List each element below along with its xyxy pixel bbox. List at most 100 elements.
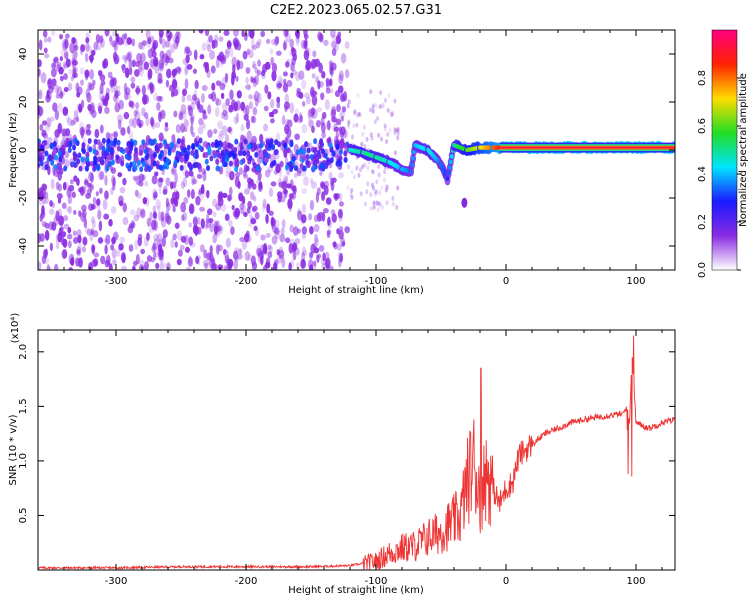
band-cell [195,140,200,147]
noise-cell [294,133,301,141]
band-cell [283,142,288,149]
noise-cell [42,30,48,38]
noise-cell [246,48,250,56]
noise-cell [396,135,400,141]
band-cell [338,149,343,156]
noise-cell [266,38,271,44]
noise-cell [140,62,146,71]
band-cell [93,159,98,166]
band-cell [47,154,52,161]
noise-cell [363,162,367,168]
noise-cell [164,122,169,128]
noise-cell [270,181,277,187]
noise-cell [371,168,375,174]
colorbar-tick-label: 0.2 [697,214,708,230]
noise-cell [111,236,116,245]
noise-cell [301,123,308,134]
noise-cell [264,84,269,94]
noise-cell [391,201,395,207]
noise-cell [229,126,233,136]
noise-cell [209,222,215,233]
noise-cell [245,67,251,74]
noise-cell [129,209,136,216]
noise-cell [385,139,389,145]
noise-cell [112,95,117,102]
noise-cell [52,58,57,68]
noise-cell [162,53,168,63]
noise-cell [47,79,52,85]
band-cell [252,162,257,169]
noise-cell [180,202,187,213]
noise-cell [281,189,288,195]
noise-cell [316,253,322,259]
band-cell [228,160,233,167]
signal-cell [410,162,414,168]
noise-cell [238,167,243,176]
noise-cell [393,150,397,156]
noise-cell [300,258,306,269]
noise-cell [186,94,192,102]
noise-cell [183,46,189,55]
band-cell [194,152,199,159]
band-cell [76,158,81,165]
noise-cell [396,126,400,132]
noise-cell [320,116,325,127]
band-cell [165,143,170,150]
noise-cell [84,70,89,81]
noise-cell [279,233,286,243]
noise-cell [375,200,379,206]
noise-cell [174,222,180,229]
noise-cell [212,39,218,49]
noise-cell [300,214,307,224]
noise-cell [373,119,377,125]
noise-cell [237,253,243,260]
noise-cell [171,191,177,201]
noise-cell [250,75,254,83]
noise-cell [172,233,177,241]
band-cell [133,139,138,146]
noise-cell [46,264,51,270]
noise-cell [50,178,55,190]
noise-cell [98,220,103,232]
noise-cell [90,228,95,236]
noise-cell [170,238,175,249]
noise-cell [273,169,278,176]
noise-cell [156,233,163,243]
noise-cell [310,243,317,254]
noise-cell [102,60,107,69]
noise-cell [154,122,161,129]
noise-cell [231,74,235,86]
band-cell [234,166,239,173]
noise-cell [280,227,285,235]
noise-cell [194,79,199,90]
noise-cell [248,49,254,59]
noise-cell [213,225,219,236]
noise-cell [199,206,206,212]
noise-cell [339,253,344,263]
noise-cell [142,197,148,205]
noise-cell [128,67,133,76]
band-cell [320,148,325,155]
noise-cell [171,166,177,176]
noise-cell [307,47,311,57]
noise-cell [372,102,376,108]
noise-cell [121,265,127,270]
noise-cell [122,216,129,226]
noise-cell [283,71,288,77]
band-cell [124,147,129,154]
noise-cell [62,60,67,71]
noise-cell [242,50,248,60]
noise-cell [360,141,364,147]
noise-cell [344,226,350,234]
noise-cell [84,226,90,234]
band-cell [343,142,348,149]
noise-cell [154,246,160,258]
noise-cell [65,128,71,137]
noise-cell [267,91,272,100]
noise-cell [224,266,229,270]
noise-cell [202,122,206,130]
signal-cell [446,171,451,176]
noise-cell [263,246,268,255]
noise-cell [85,41,90,53]
spectrogram-x-tick-label: -100 [365,276,388,287]
